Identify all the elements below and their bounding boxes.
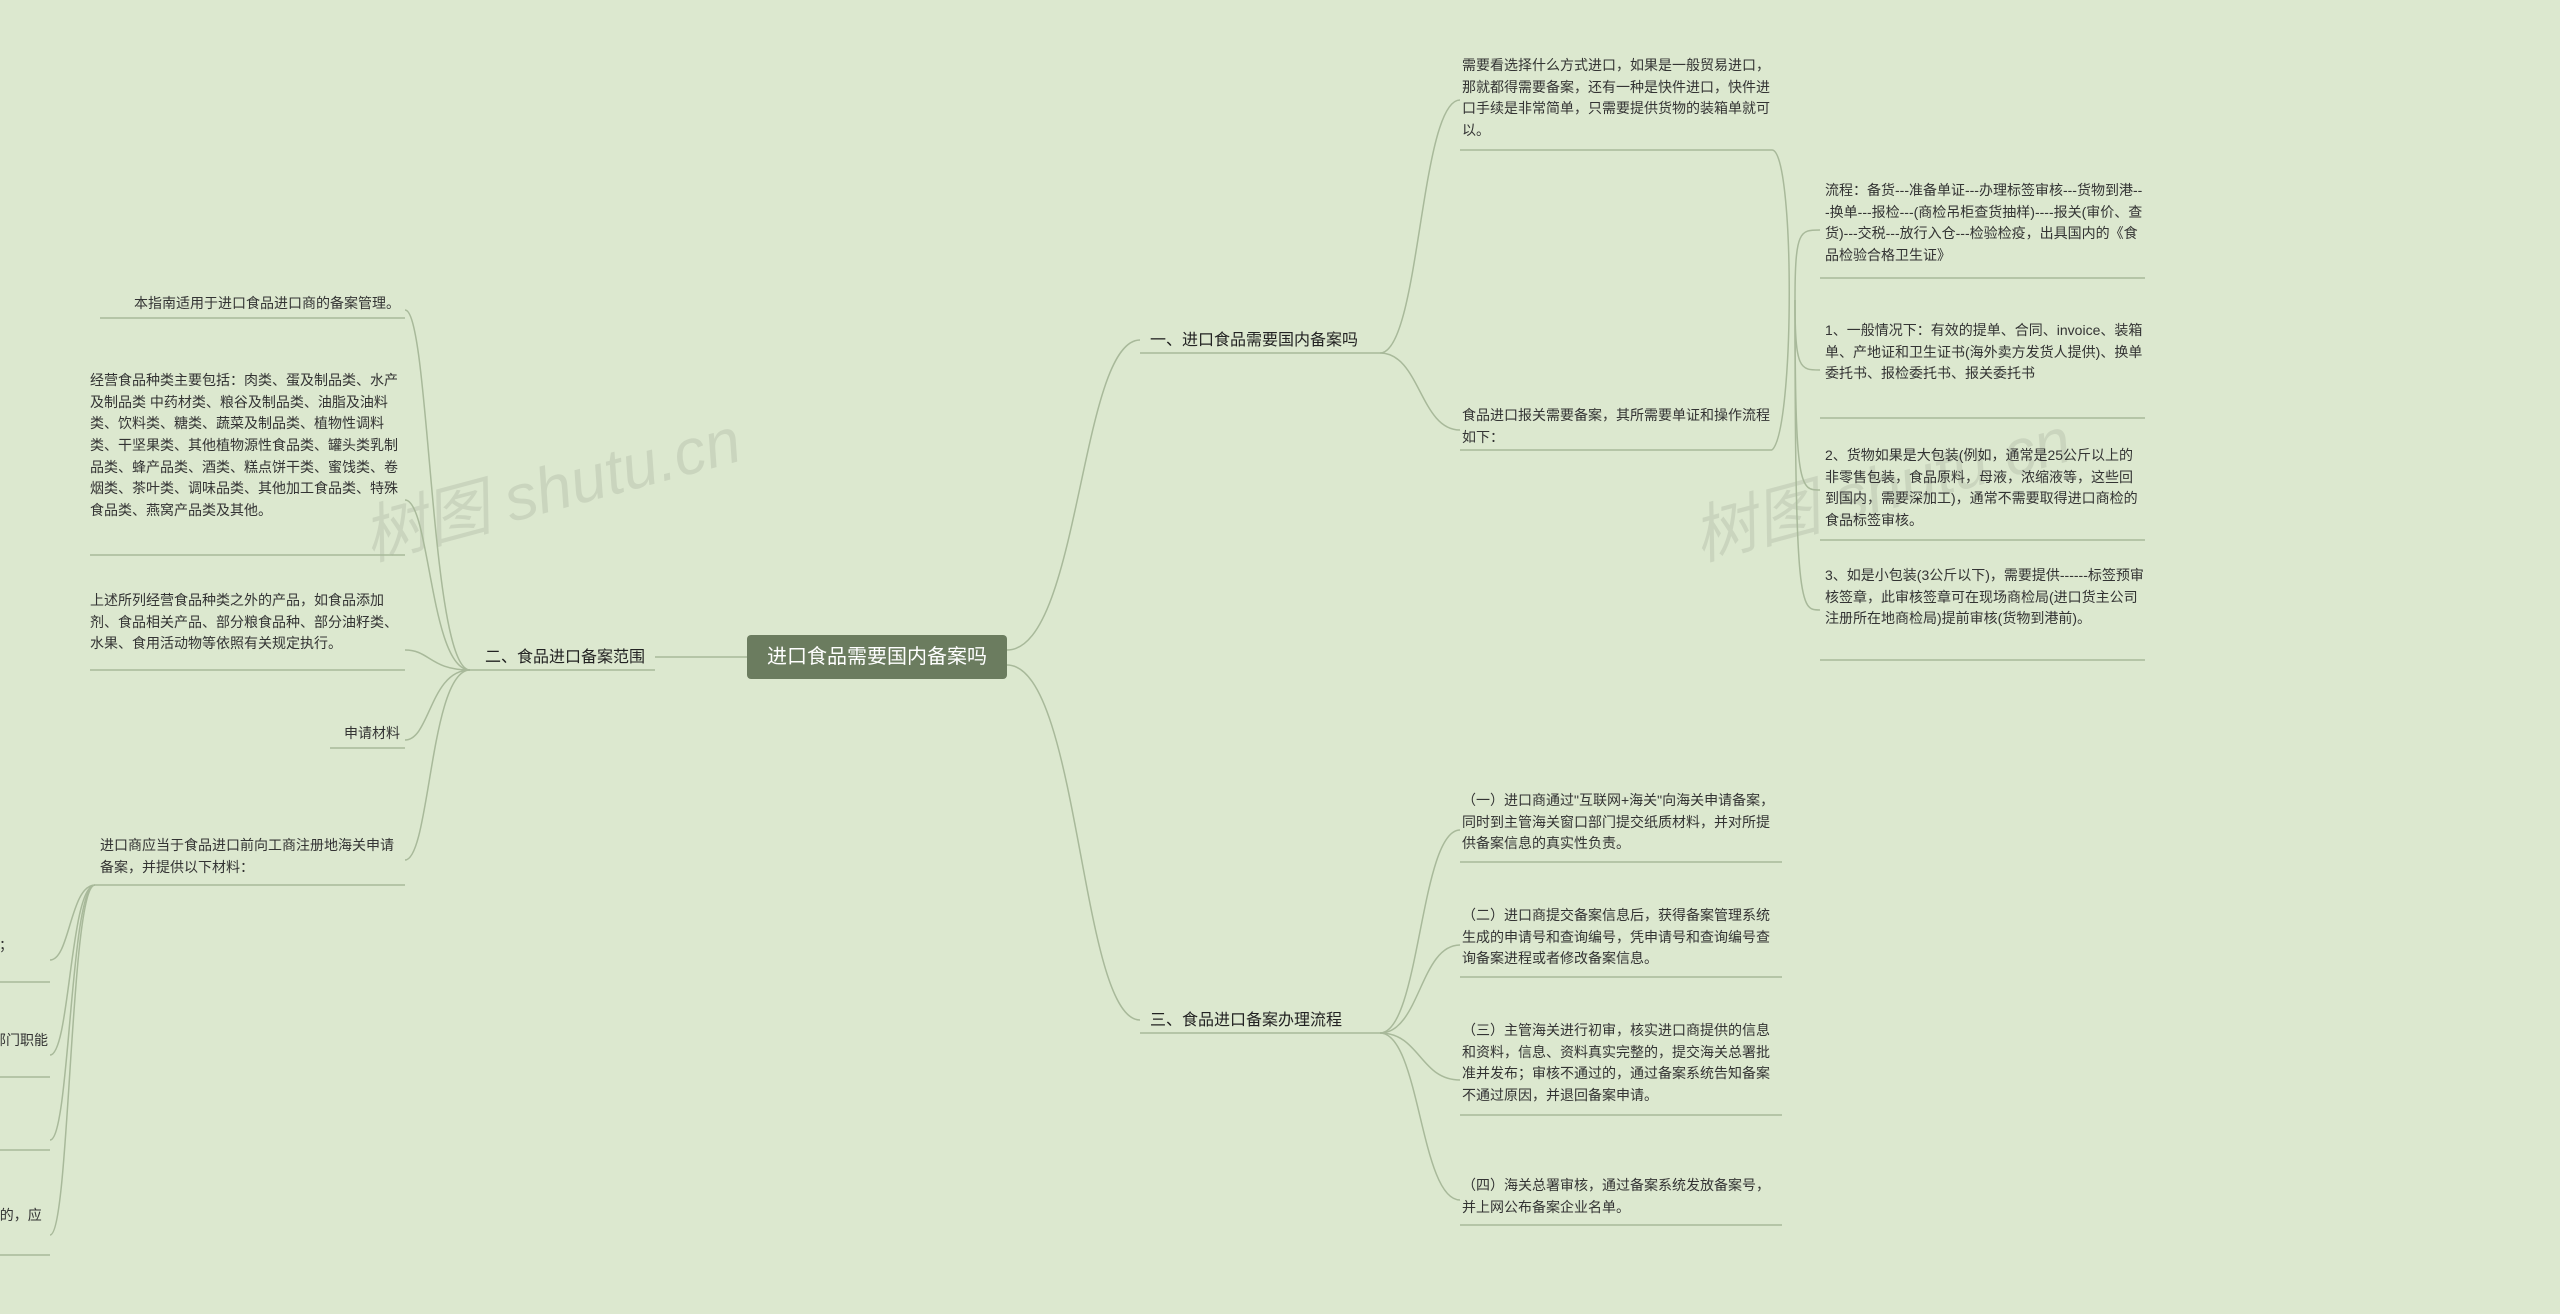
root-label: 进口食品需要国内备案吗 [767,645,987,668]
r1-2-sub3: 2、货物如果是大包装(例如，通常是25公斤以上的非零售包装，食品原料，母液，浓缩… [1825,445,2145,532]
l1-5-sub3: （三）拟经营的食品种类、存放地点； [0,1123,50,1145]
l1-5-sub2: （二）与食品安全相关的组织机构设置、部门职能和岗位职责； [0,1030,50,1073]
r1-2-sub4: 3、如是小包装(3公斤以下)，需要提供------标签预审核签章，此审核签章可在… [1825,565,2145,630]
r2-leaf-3: （三）主管海关进行初审，核实进口商提供的信息和资料，信息、资料真实完整的，提交海… [1462,1020,1782,1107]
branch-r1[interactable]: 一、进口食品需要国内备案吗 [1150,331,1358,349]
svg-text:一、进口食品需要国内备案吗: 一、进口食品需要国内备案吗 [1150,331,1358,349]
branch-l1[interactable]: 二、食品进口备案范围 [485,648,645,666]
l1-5-sub4: （四）2年内曾从事食品进口、加工和销售的，应当提供相关说明（食品品种、数量）。 [0,1205,50,1248]
l1-leaf-3: 上述所列经营食品种类之外的产品，如食品添加剂、食品相关产品、部分粮食品种、部分油… [90,590,400,655]
r2-leaf-4: （四）海关总署审核，通过备案系统发放备案号，并上网公布备案企业名单。 [1462,1175,1782,1218]
r1-leaf-1: 需要看选择什么方式进口，如果是一般贸易进口，那就都得需要备案，还有一种是快件进口… [1462,55,1772,142]
root-node[interactable]: 进口食品需要国内备案吗 [747,635,1007,679]
r2-leaf-1: （一）进口商通过"互联网+海关"向海关申请备案，同时到主管海关窗口部门提交纸质材… [1462,790,1782,855]
branch-r2[interactable]: 三、食品进口备案办理流程 [1150,1011,1342,1029]
mindmap-canvas: 树图 shutu.cn 树图 shutu.cn 进口食品需要国内备案吗 一、进口… [0,0,2560,1314]
svg-text:二、食品进口备案范围: 二、食品进口备案范围 [485,648,645,666]
l1-leaf-5: 进口商应当于食品进口前向工商注册地海关申请备案，并提供以下材料： [100,835,400,878]
r1-2-sub1: 流程：备货---准备单证---办理标签审核---货物到港---换单---报检--… [1825,180,2145,267]
l1-leaf-4: 申请材料 [330,723,400,745]
r2-leaf-2: （二）进口商提交备案信息后，获得备案管理系统生成的申请号和查询编号，凭申请号和查… [1462,905,1782,970]
svg-text:三、食品进口备案办理流程: 三、食品进口备案办理流程 [1150,1011,1342,1029]
l1-5-sub1: （一）《进口商备案申请表》（见文末附表）； [0,935,50,957]
r1-leaf-2: 食品进口报关需要备案，其所需要单证和操作流程如下： [1462,405,1772,448]
watermark-left: 树图 shutu.cn [355,404,748,574]
l1-leaf-2: 经营食品种类主要包括：肉类、蛋及制品类、水产及制品类 中药材类、粮谷及制品类、油… [90,370,400,522]
r1-2-sub2: 1、一般情况下：有效的提单、合同、invoice、装箱单、产地证和卫生证书(海外… [1825,320,2145,385]
l1-leaf-1: 本指南适用于进口食品进口商的备案管理。 [100,293,400,315]
